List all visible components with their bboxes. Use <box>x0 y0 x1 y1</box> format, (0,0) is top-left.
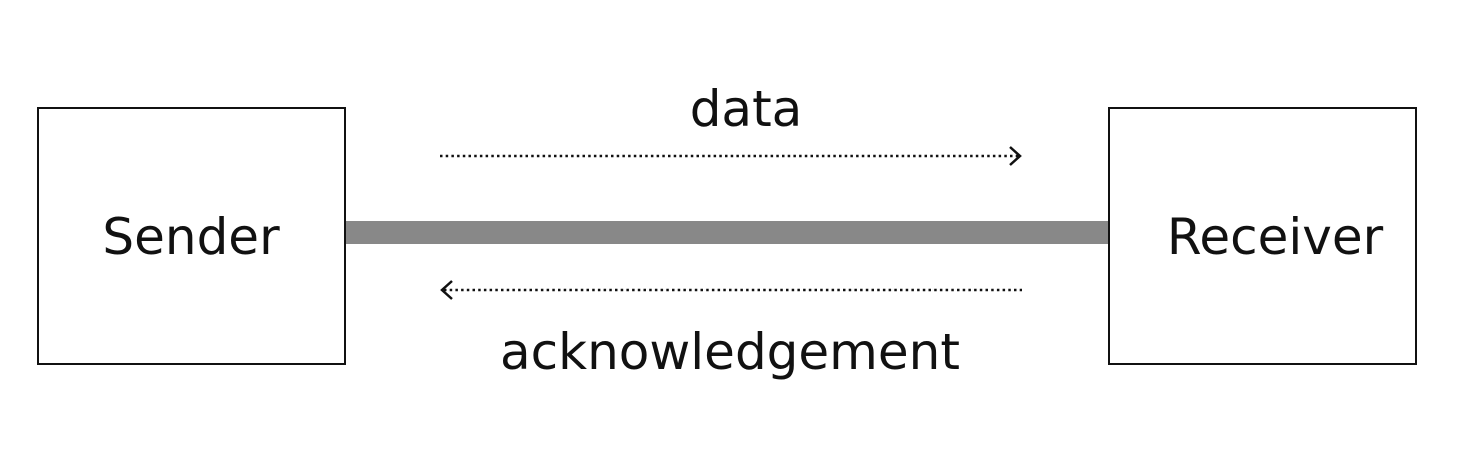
data-arrow <box>440 146 1022 166</box>
data-label: data <box>690 80 803 138</box>
receiver-node: Receiver <box>1108 107 1417 365</box>
acknowledgement-arrowhead-icon <box>440 280 453 300</box>
connection-link <box>345 221 1109 244</box>
receiver-label: Receiver <box>1167 208 1384 266</box>
sender-node: Sender <box>37 107 346 365</box>
acknowledgement-arrow <box>440 280 1022 300</box>
acknowledgement-label: acknowledgement <box>500 323 960 381</box>
data-arrowhead-icon <box>1009 146 1022 166</box>
sender-box <box>37 107 346 365</box>
receiver-box <box>1108 107 1417 365</box>
sender-label: Sender <box>102 208 280 266</box>
